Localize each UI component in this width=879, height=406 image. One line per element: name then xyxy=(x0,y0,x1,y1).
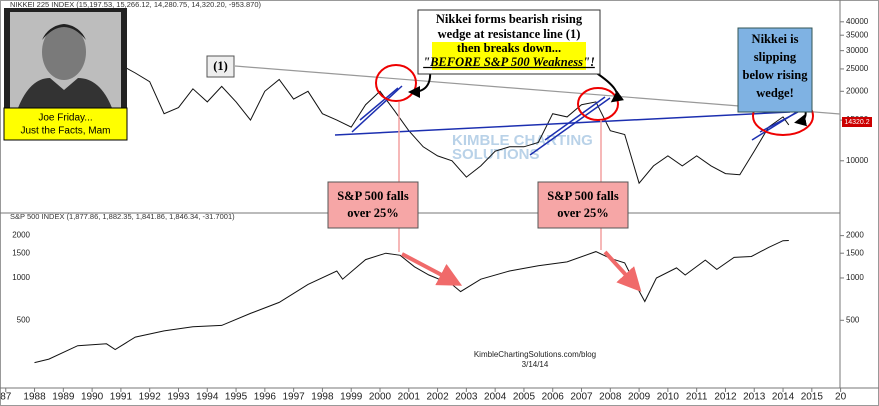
y-tick-label: 10000 xyxy=(846,156,869,165)
note-text: S&P 500 falls xyxy=(337,189,409,203)
y-tick-label: 500 xyxy=(17,315,31,324)
callout-text: "BEFORE S&P 500 Weakness"! xyxy=(423,55,595,69)
resistance-label: (1) xyxy=(213,59,228,73)
price-line xyxy=(34,240,789,364)
photo-face xyxy=(42,24,86,80)
price-line xyxy=(120,64,790,185)
photo-caption: Just the Facts, Mam xyxy=(20,126,110,137)
x-tick-label: 1988 xyxy=(23,392,46,403)
fall-arrow xyxy=(603,250,642,292)
x-tick-label: 87 xyxy=(0,392,12,403)
y-tick-label: 2000 xyxy=(12,231,30,240)
callout-text: wedge at resistance line (1) xyxy=(438,27,581,41)
footer-text: 3/14/14 xyxy=(522,360,549,369)
x-tick-label: 1998 xyxy=(311,392,334,403)
x-tick-label: 2003 xyxy=(455,392,478,403)
x-tick-label: 2000 xyxy=(369,392,392,403)
bottom-title: S&P 500 INDEX (1,877.86, 1,882.35, 1,841… xyxy=(10,212,235,221)
x-tick-label: 1991 xyxy=(110,392,133,403)
footer-text: KimbleChartingSolutions.com/blog xyxy=(474,350,596,359)
y-tick-label: 20000 xyxy=(846,86,869,95)
note-box xyxy=(327,181,419,229)
x-tick-label: 2001 xyxy=(398,392,421,403)
note-text: S&P 500 falls xyxy=(547,189,619,203)
note-box xyxy=(537,181,629,229)
y-tick-label: 30000 xyxy=(846,46,869,55)
label-box xyxy=(206,55,235,78)
note-text: below rising xyxy=(743,68,809,82)
y-tick-label: 40000 xyxy=(846,17,869,26)
x-tick-label: 1994 xyxy=(196,392,219,403)
x-tick-label: 2008 xyxy=(599,392,622,403)
y-tick-label: 25000 xyxy=(846,64,869,73)
note-text: over 25% xyxy=(557,206,609,220)
note-text: slipping xyxy=(754,50,797,64)
fall-arrow xyxy=(401,252,463,286)
photo-caption: Joe Friday... xyxy=(38,113,92,124)
note-box xyxy=(737,27,813,113)
plot: 1000015000200002500030000350004000050050… xyxy=(0,17,869,403)
x-tick-label: 2010 xyxy=(657,392,680,403)
x-tick-label: 1992 xyxy=(139,392,162,403)
caption-box xyxy=(3,107,128,141)
x-tick-label: 1993 xyxy=(167,392,190,403)
y-tick-label: 2000 xyxy=(846,231,864,240)
x-tick-label: 2015 xyxy=(801,392,824,403)
x-tick-label: 20 xyxy=(835,392,847,403)
x-tick-label: 1999 xyxy=(340,392,363,403)
y-tick-label: 1500 xyxy=(846,248,864,257)
x-tick-label: 2005 xyxy=(513,392,536,403)
y-tick-label: 1000 xyxy=(12,273,30,282)
x-tick-label: 2011 xyxy=(686,392,708,403)
x-tick-label: 2012 xyxy=(714,392,737,403)
wedge-line xyxy=(351,85,403,133)
wedge-line xyxy=(359,87,399,121)
price-tag xyxy=(842,117,872,127)
x-tick-label: 2006 xyxy=(542,392,565,403)
note-text: over 25% xyxy=(347,206,399,220)
note-text: wedge! xyxy=(756,86,794,100)
x-tick-label: 2009 xyxy=(628,392,651,403)
x-tick-label: 1989 xyxy=(52,392,75,403)
x-tick-label: 1996 xyxy=(254,392,277,403)
y-tick-label: 1000 xyxy=(846,273,864,282)
photo-hair xyxy=(42,24,86,40)
x-tick-label: 2002 xyxy=(426,392,449,403)
wedge-line xyxy=(334,111,791,136)
x-tick-label: 2014 xyxy=(772,392,795,403)
highlight-circle xyxy=(375,64,417,102)
y-tick-label: 1500 xyxy=(12,248,30,257)
wedge-line xyxy=(529,97,611,156)
callout-text: then breaks down... xyxy=(457,41,561,55)
highlight-circle xyxy=(577,87,619,121)
x-tick-label: 1997 xyxy=(283,392,306,403)
photo-suit xyxy=(18,78,112,108)
x-tick-label: 2004 xyxy=(484,392,507,403)
note-text: Nikkei is xyxy=(752,32,799,46)
highlight xyxy=(432,42,586,70)
wedge-line xyxy=(759,111,799,133)
wedge-line xyxy=(544,96,606,141)
x-tick-label: 2013 xyxy=(743,392,766,403)
x-tick-label: 2007 xyxy=(570,392,593,403)
y-tick-label: 35000 xyxy=(846,30,869,39)
x-tick-label: 1990 xyxy=(81,392,104,403)
x-tick-label: 1995 xyxy=(225,392,248,403)
callout-text: Nikkei forms bearish rising xyxy=(436,12,583,26)
top-title: NIKKEI 225 INDEX (15,197.53, 15,266.12, … xyxy=(10,0,262,9)
callout-arrow xyxy=(594,71,624,103)
price-tag-text: 14320.2 xyxy=(844,119,869,126)
y-tick-label: 500 xyxy=(846,315,860,324)
watermark-text: SOLUTIONS xyxy=(452,146,540,163)
